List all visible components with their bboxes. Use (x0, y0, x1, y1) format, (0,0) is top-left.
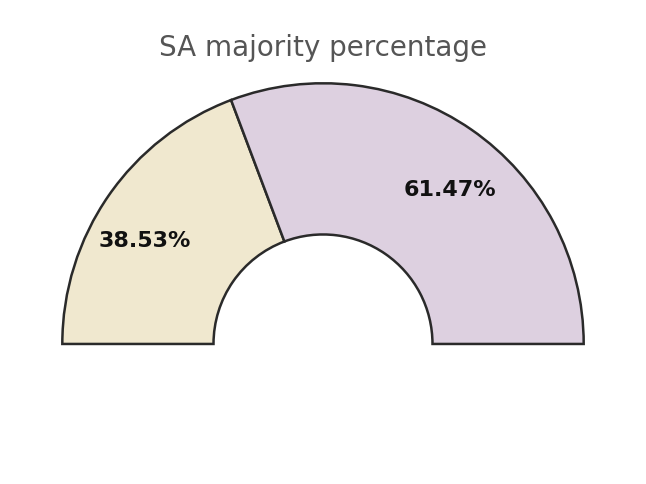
Text: SA majority percentage: SA majority percentage (159, 34, 487, 62)
Text: 38.53%: 38.53% (99, 231, 191, 251)
Wedge shape (62, 101, 284, 344)
Wedge shape (231, 84, 584, 344)
Text: 61.47%: 61.47% (404, 180, 497, 200)
